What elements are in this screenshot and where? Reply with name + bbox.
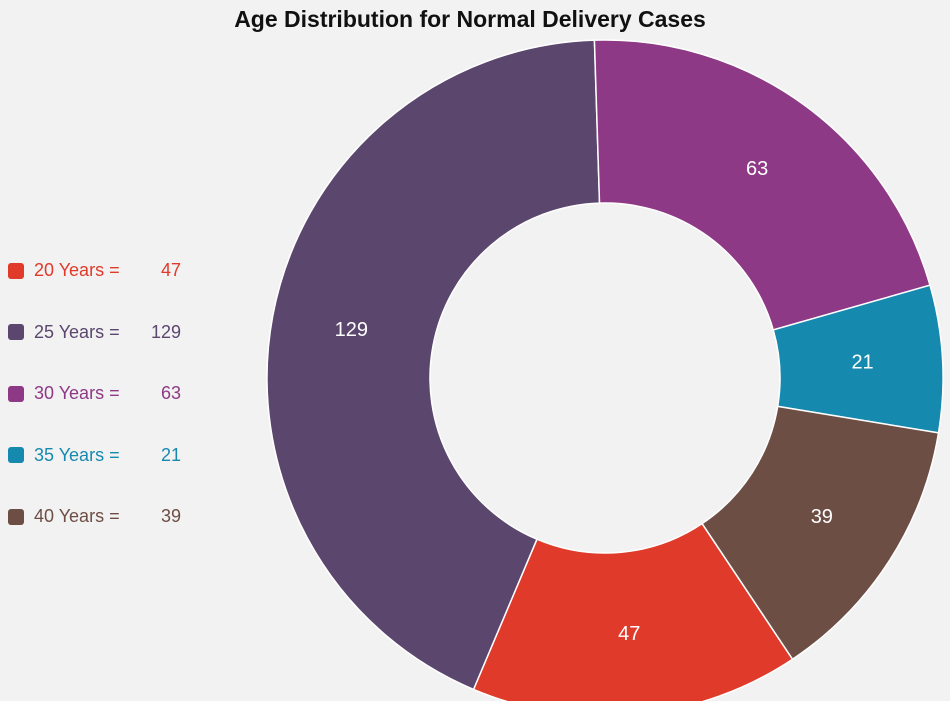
legend-label: 40 Years = (34, 506, 120, 527)
legend-value: 129 (150, 321, 181, 342)
slice-label-30-years: 63 (746, 158, 768, 180)
legend-value: 63 (160, 383, 181, 404)
slice-label-20-years: 47 (618, 623, 640, 645)
legend-label: 25 Years = (34, 321, 120, 342)
legend-swatch-40-years (8, 508, 24, 525)
legend-item-20-years[interactable]: 20 Years = 47 (8, 240, 181, 302)
legend-item-30-years[interactable]: 30 Years = 63 (8, 363, 181, 425)
legend-item-35-years[interactable]: 35 Years = 21 (8, 425, 181, 487)
legend-value: 39 (160, 506, 181, 527)
slice-label-25-years: 129 (335, 319, 368, 341)
legend-swatch-30-years (8, 385, 24, 402)
chart-title: Age Distribution for Normal Delivery Cas… (234, 6, 706, 32)
legend-value: 21 (160, 444, 181, 465)
legend-label: 20 Years = (34, 260, 120, 281)
legend-item-40-years[interactable]: 40 Years = 39 (8, 486, 181, 548)
slice-label-35-years: 21 (851, 351, 873, 373)
legend-label: 30 Years = (34, 383, 120, 404)
slice-20-years[interactable] (472, 522, 794, 701)
slice-label-40-years: 39 (811, 506, 833, 528)
slice-40-years[interactable] (701, 405, 940, 661)
legend-swatch-25-years (8, 324, 24, 341)
legend-swatch-20-years (8, 262, 24, 279)
legend-swatch-35-years (8, 447, 24, 464)
legend-label: 35 Years = (34, 444, 120, 465)
slice-25-years[interactable] (266, 39, 601, 691)
legend-item-25-years[interactable]: 25 Years = 129 (8, 302, 181, 364)
legend: 20 Years = 47 25 Years = 129 30 Years = … (8, 240, 181, 548)
legend-value: 47 (160, 260, 181, 281)
slice-30-years[interactable] (593, 39, 931, 331)
